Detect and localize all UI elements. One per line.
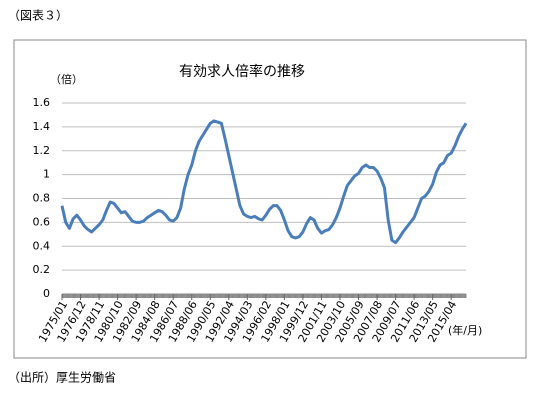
y-tick-label: 0.2 [33, 263, 51, 276]
y-tick-label: 0.8 [33, 192, 51, 205]
page-title: （図表３） [8, 9, 68, 23]
chart-title: 有効求人倍率の推移 [179, 63, 305, 80]
x-axis-label: (年/月) [448, 323, 482, 337]
y-tick-label: 1.6 [33, 96, 51, 109]
series-line [60, 119, 468, 245]
y-tick-label: 0 [43, 287, 50, 300]
source: （出所）厚生労働省 [8, 371, 116, 385]
y-axis-label: （倍） [50, 72, 83, 86]
y-tick-label: 1.2 [33, 144, 51, 157]
y-tick-label: 0.6 [33, 215, 51, 228]
y-tick-label: 1.4 [33, 120, 51, 133]
y-tick-label: 0.4 [33, 239, 51, 252]
y-tick-label: 1 [43, 168, 50, 181]
